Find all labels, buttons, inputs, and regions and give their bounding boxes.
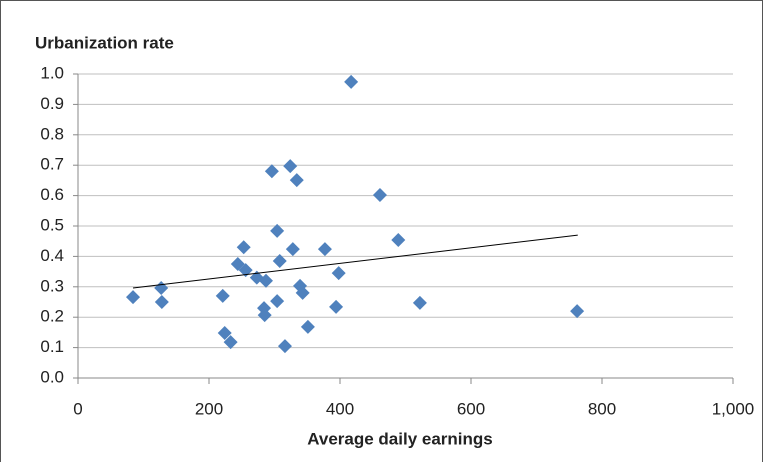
y-tick-label: 0.6 — [40, 185, 64, 204]
point — [258, 273, 273, 288]
point — [236, 240, 251, 255]
y-tick-label: 0.9 — [40, 94, 64, 113]
point — [317, 242, 332, 257]
point — [412, 295, 427, 310]
point — [372, 187, 387, 202]
point — [300, 319, 315, 334]
y-tick-label: 0.4 — [40, 246, 64, 265]
x-tick-label: 800 — [588, 399, 616, 418]
point — [283, 159, 298, 174]
chart-title: Urbanization rate — [35, 33, 174, 52]
point — [223, 335, 238, 350]
x-tick-label: 0 — [73, 399, 82, 418]
point — [329, 299, 344, 314]
x-axis-label: Average daily earnings — [307, 429, 493, 448]
point — [277, 339, 292, 354]
point — [270, 223, 285, 238]
y-tick-label: 0.8 — [40, 124, 64, 143]
point — [272, 253, 287, 268]
y-tick-label: 0.0 — [40, 367, 64, 386]
point — [126, 290, 141, 305]
point — [344, 74, 359, 89]
point — [257, 308, 272, 323]
point — [289, 173, 304, 188]
point — [154, 281, 169, 296]
point — [264, 164, 279, 179]
point — [570, 304, 585, 319]
point — [285, 242, 300, 257]
point — [391, 232, 406, 247]
point — [215, 288, 230, 303]
point — [270, 294, 285, 309]
x-tick-label: 400 — [326, 399, 354, 418]
trendline — [132, 234, 578, 289]
y-tick-label: 0.7 — [40, 155, 64, 174]
x-tick-label: 1,000 — [712, 399, 755, 418]
y-tick-label: 0.1 — [40, 337, 64, 356]
point — [295, 285, 310, 300]
point — [238, 263, 253, 278]
y-tick-label: 0.2 — [40, 307, 64, 326]
y-tick-label: 0.5 — [40, 215, 64, 234]
point — [154, 295, 169, 309]
x-tick-label: 600 — [457, 399, 485, 418]
point — [217, 326, 232, 341]
point — [331, 266, 346, 281]
y-tick-label: 0.3 — [40, 276, 64, 295]
x-tick-label: 200 — [195, 399, 223, 418]
y-tick-label: 1.0 — [40, 63, 64, 82]
